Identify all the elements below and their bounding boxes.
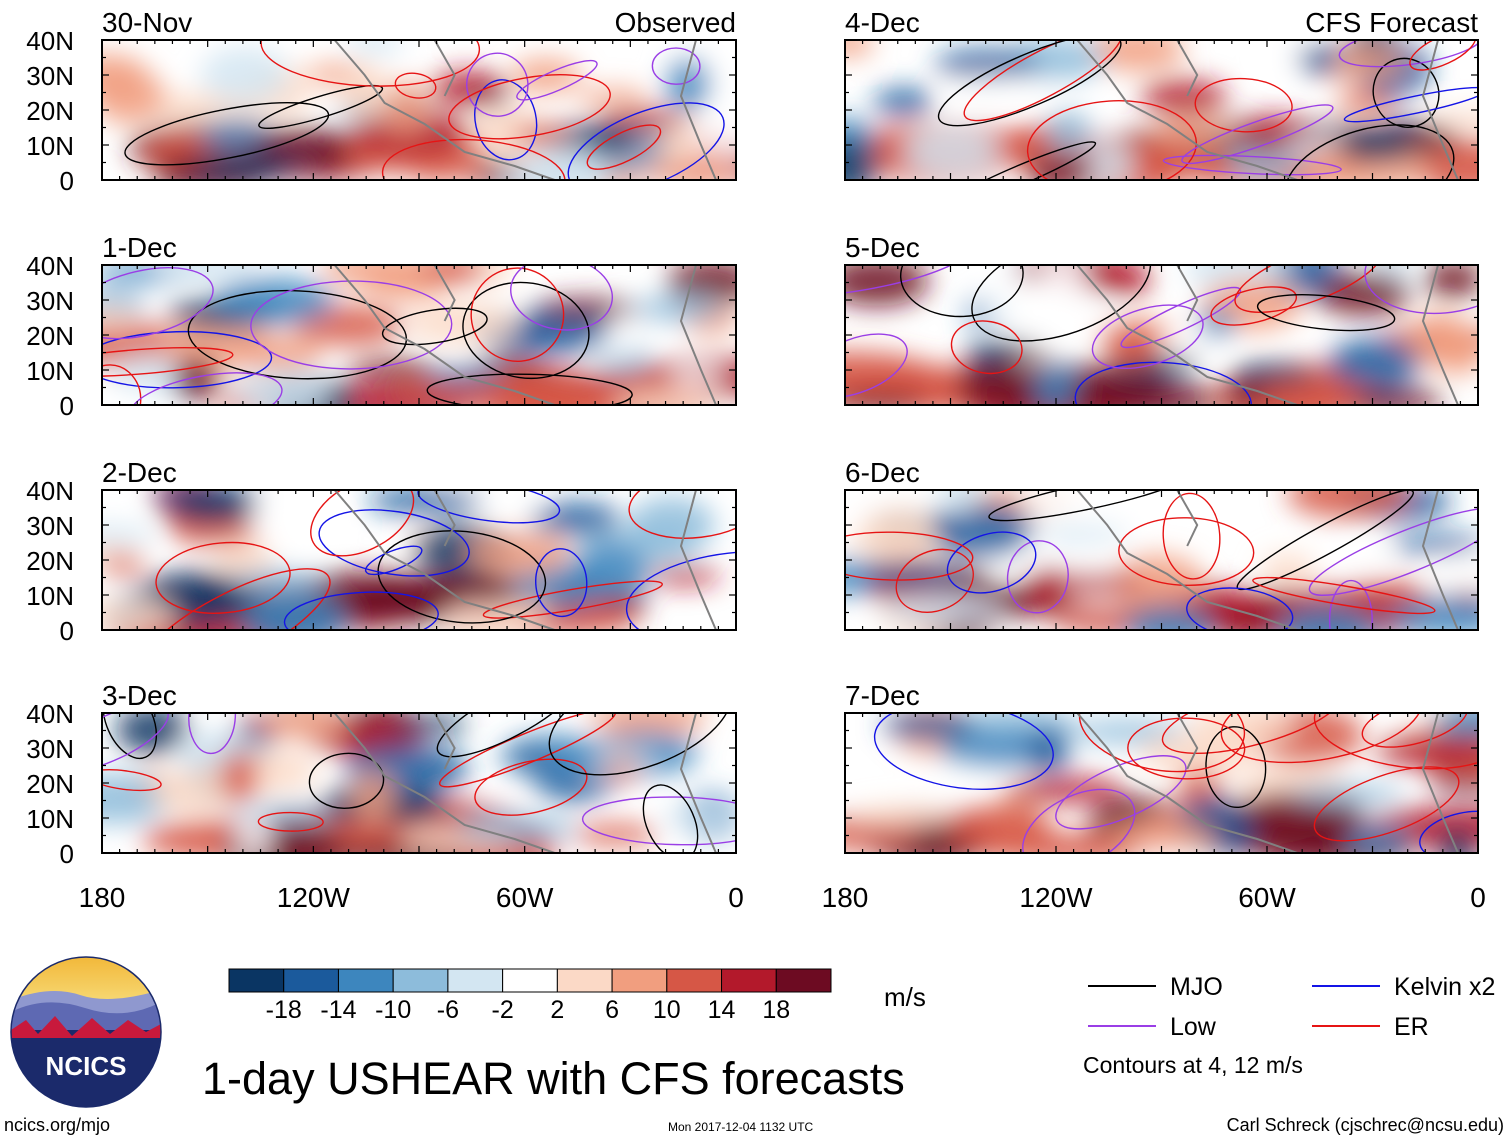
x-tick-label: 120W — [1019, 882, 1093, 913]
ncics-logo: NCICS — [10, 956, 162, 1108]
colorbar: -18 -14 -10 -6 -2 2 6 10 14 18 — [228, 968, 832, 1024]
x-tick-label: 0 — [728, 882, 744, 913]
x-tick-label: 60W — [496, 882, 554, 913]
colorbar-unit: m/s — [884, 982, 926, 1012]
y-tick-label: 0 — [60, 616, 74, 646]
colorbar-tick-label: -10 — [375, 996, 411, 1024]
logo-text: NCICS — [46, 1051, 127, 1081]
panel-date-label: 4-Dec — [845, 7, 920, 38]
x-tick-label: 180 — [822, 882, 869, 913]
panel-grid: 30-Nov Observed 40N 30N 20N 10N 0 1-Dec 40N 30N 20… — [26, 7, 1479, 869]
y-tick-label: 40N — [26, 699, 74, 729]
column-header: Observed — [615, 7, 736, 38]
legend: MJO Kelvin x2 Low ER — [1088, 973, 1495, 1041]
map-panel: 5-Dec — [844, 232, 1479, 406]
colorbar-tick-label: 2 — [550, 996, 564, 1024]
y-tick-label: 40N — [26, 26, 74, 56]
y-tick-label: 20N — [26, 769, 74, 799]
colorbar-swatch — [337, 968, 394, 993]
y-tick-label: 30N — [26, 286, 74, 316]
colorbar-tick-label: -18 — [266, 996, 302, 1024]
colorbar-tick-label: -2 — [492, 996, 514, 1024]
colorbar-swatch — [447, 968, 504, 993]
panel-date-label: 7-Dec — [845, 680, 920, 711]
y-tick-label: 40N — [26, 251, 74, 281]
map-panel: 6-Dec — [844, 457, 1479, 631]
colorbar-tick-label: 6 — [605, 996, 619, 1024]
map-panel: 30-Nov Observed 40N 30N 20N 10N 0 — [26, 7, 737, 196]
legend-label: Kelvin x2 — [1394, 973, 1495, 1001]
y-tick-label: 20N — [26, 321, 74, 351]
legend-label: ER — [1394, 1013, 1429, 1041]
y-tick-label: 30N — [26, 61, 74, 91]
panel-date-label: 1-Dec — [102, 232, 177, 263]
colorbar-tick-label: -14 — [320, 996, 356, 1024]
y-tick-label: 10N — [26, 581, 74, 611]
y-tick-label: 0 — [60, 166, 74, 196]
footer-credit: Carl Schreck (cjschrec@ncsu.edu) — [1227, 1115, 1504, 1135]
footer-timestamp: Mon 2017-12-04 1132 UTC — [668, 1120, 814, 1134]
panel-date-label: 6-Dec — [845, 457, 920, 488]
panel-date-label: 3-Dec — [102, 680, 177, 711]
y-tick-label: 10N — [26, 356, 74, 386]
panel-date-label: 5-Dec — [845, 232, 920, 263]
y-tick-label: 0 — [60, 839, 74, 869]
x-axis-group: 180 120W 60W 0 180 120W 60W 0 — [79, 882, 1486, 913]
column-header: CFS Forecast — [1305, 7, 1478, 38]
y-tick-label: 30N — [26, 734, 74, 764]
colorbar-swatch — [721, 968, 777, 993]
map-panel: 2-Dec 40N 30N 20N 10N 0 — [26, 457, 737, 646]
colorbar-swatch — [392, 968, 449, 993]
colorbar-tick-label: 18 — [762, 996, 790, 1024]
map-panel: 4-Dec CFS Forecast — [844, 7, 1479, 181]
y-tick-label: 10N — [26, 804, 74, 834]
map-panel: 1-Dec 40N 30N 20N 10N 0 — [26, 232, 737, 421]
y-tick-label: 30N — [26, 511, 74, 541]
panel-date-label: 2-Dec — [102, 457, 177, 488]
y-tick-label: 20N — [26, 96, 74, 126]
colorbar-swatch — [611, 968, 668, 993]
colorbar-tick-label: 14 — [708, 996, 736, 1024]
y-tick-label: 20N — [26, 546, 74, 576]
y-tick-label: 0 — [60, 391, 74, 421]
colorbar-tick-label: -6 — [437, 996, 459, 1024]
colorbar-swatch — [283, 968, 339, 993]
x-tick-label: 0 — [1470, 882, 1486, 913]
chart-title: 1-day USHEAR with CFS forecasts — [202, 1053, 905, 1104]
x-tick-label: 180 — [79, 882, 126, 913]
y-tick-label: 40N — [26, 476, 74, 506]
panel-date-label: 30-Nov — [102, 7, 192, 38]
x-tick-label: 120W — [277, 882, 351, 913]
colorbar-tick-label: 10 — [653, 996, 681, 1024]
legend-label: MJO — [1170, 973, 1223, 1001]
colorbar-swatch — [666, 968, 723, 993]
map-panel: 7-Dec — [844, 680, 1479, 854]
colorbar-swatch — [228, 968, 285, 993]
colorbar-swatch — [775, 968, 832, 993]
x-tick-label: 60W — [1238, 882, 1296, 913]
legend-label: Low — [1170, 1013, 1217, 1041]
contour-note: Contours at 4, 12 m/s — [1083, 1052, 1303, 1078]
y-tick-label: 10N — [26, 131, 74, 161]
colorbar-swatch — [502, 968, 558, 993]
colorbar-swatch — [556, 968, 613, 993]
map-panel: 3-Dec 40N 30N 20N 10N 0 — [26, 680, 737, 869]
footer-url[interactable]: ncics.org/mjo — [4, 1115, 110, 1135]
